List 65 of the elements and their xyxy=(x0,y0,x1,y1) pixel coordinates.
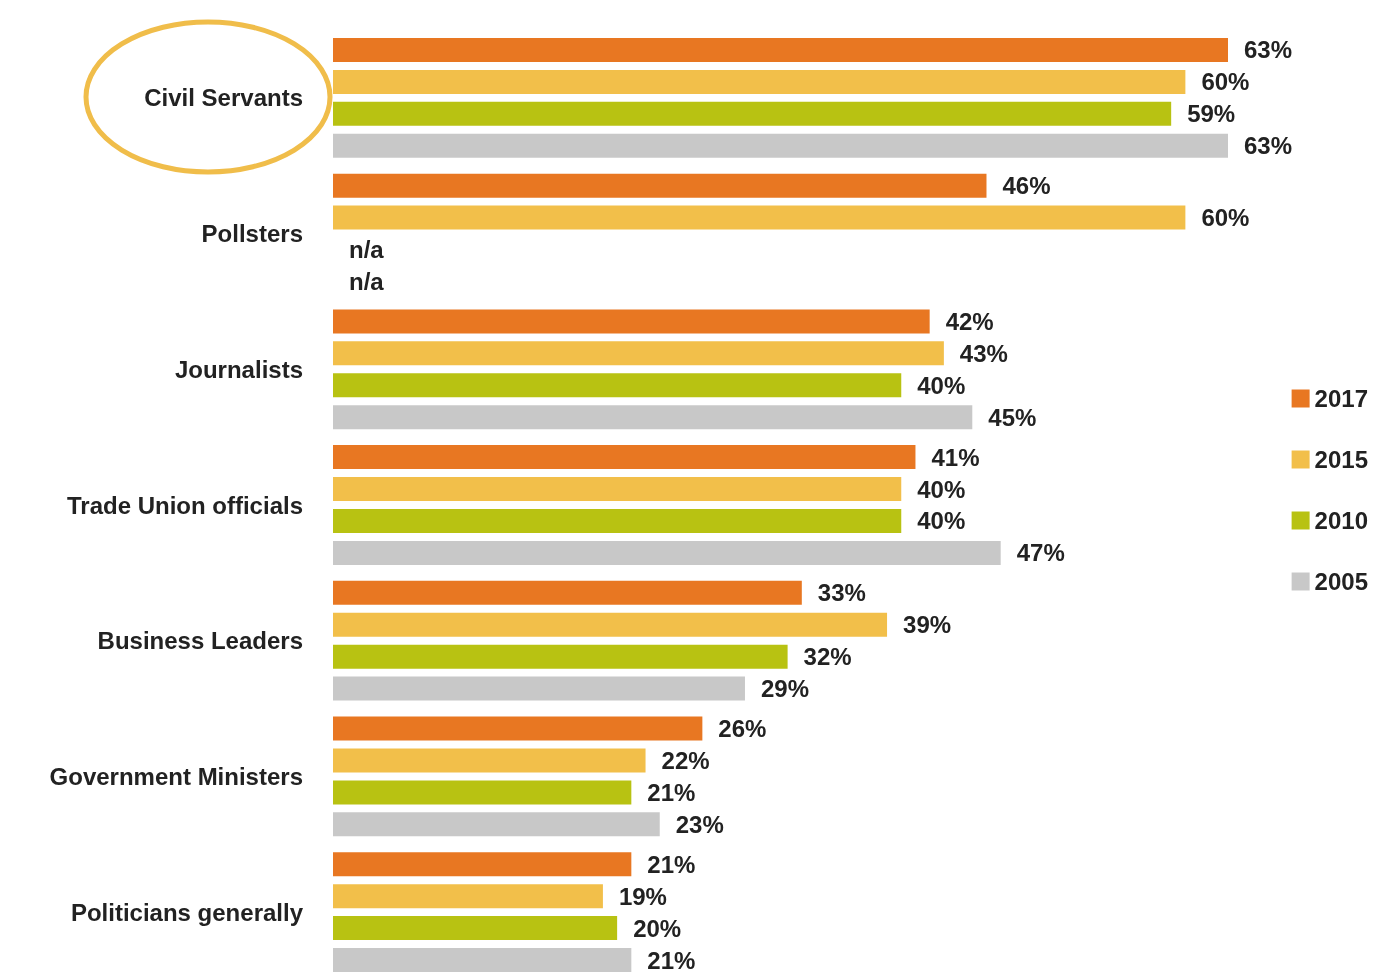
bar xyxy=(333,101,1172,126)
data-label: 63% xyxy=(1244,36,1293,64)
data-label: 22% xyxy=(661,746,710,774)
text: n/a xyxy=(349,267,384,295)
legend-label: 2005 xyxy=(1314,568,1368,595)
data-label: 43% xyxy=(959,339,1008,367)
y-tick-label: Politicians generally xyxy=(70,898,304,926)
bar xyxy=(333,477,902,502)
bar xyxy=(333,133,1228,158)
bar xyxy=(333,676,745,701)
data-label: 20% xyxy=(633,914,682,942)
bar xyxy=(333,748,646,773)
bar xyxy=(333,341,944,366)
data-label: 40% xyxy=(917,475,966,503)
data-label: 41% xyxy=(931,443,980,471)
bar xyxy=(333,69,1186,94)
legend-label: 2015 xyxy=(1314,446,1368,473)
data-label: 40% xyxy=(917,507,966,535)
data-label: 42% xyxy=(945,307,994,335)
bar xyxy=(333,445,916,470)
y-tick-label: Journalists xyxy=(174,355,303,383)
bar xyxy=(333,612,888,637)
data-label: 19% xyxy=(618,882,667,910)
data-label: 63% xyxy=(1244,132,1293,160)
bar xyxy=(333,852,632,877)
bar xyxy=(333,173,987,198)
data-label: 45% xyxy=(988,403,1037,431)
data-label: 39% xyxy=(903,611,952,639)
bar xyxy=(333,508,902,533)
bar xyxy=(333,716,703,741)
data-label: 26% xyxy=(718,715,767,743)
bar xyxy=(333,205,1186,230)
data-label: 47% xyxy=(1016,539,1065,567)
text: n/a xyxy=(349,236,384,264)
legend-label: 2010 xyxy=(1314,507,1368,534)
data-label: 21% xyxy=(647,946,696,974)
bar xyxy=(333,644,788,669)
bar xyxy=(333,948,632,973)
legend-label: 2017 xyxy=(1314,385,1368,412)
bar xyxy=(333,884,603,909)
y-tick-label: Pollsters xyxy=(201,220,303,248)
data-label: 60% xyxy=(1201,204,1250,232)
data-label: 33% xyxy=(817,579,866,607)
bar xyxy=(333,812,660,837)
data-label: 32% xyxy=(803,643,852,671)
bar xyxy=(333,780,632,805)
bar xyxy=(333,916,618,941)
data-label: 40% xyxy=(917,371,966,399)
data-label: 21% xyxy=(647,850,696,878)
bar xyxy=(333,373,902,398)
bar xyxy=(333,309,930,334)
data-label: 29% xyxy=(760,675,810,703)
data-label: 46% xyxy=(1002,172,1051,200)
data-label: 59% xyxy=(1187,100,1236,128)
y-tick-label: Civil Servants xyxy=(144,84,303,112)
y-tick-label: Government Ministers xyxy=(49,762,303,790)
bar xyxy=(333,37,1228,62)
bar xyxy=(333,580,802,605)
data-label: 60% xyxy=(1201,68,1250,96)
data-label: 21% xyxy=(647,778,696,806)
y-tick-label: Trade Union officials xyxy=(66,491,303,519)
bar xyxy=(333,540,1001,565)
data-label: 23% xyxy=(675,810,724,838)
bar xyxy=(333,405,973,430)
y-tick-label: Business Leaders xyxy=(97,627,303,655)
